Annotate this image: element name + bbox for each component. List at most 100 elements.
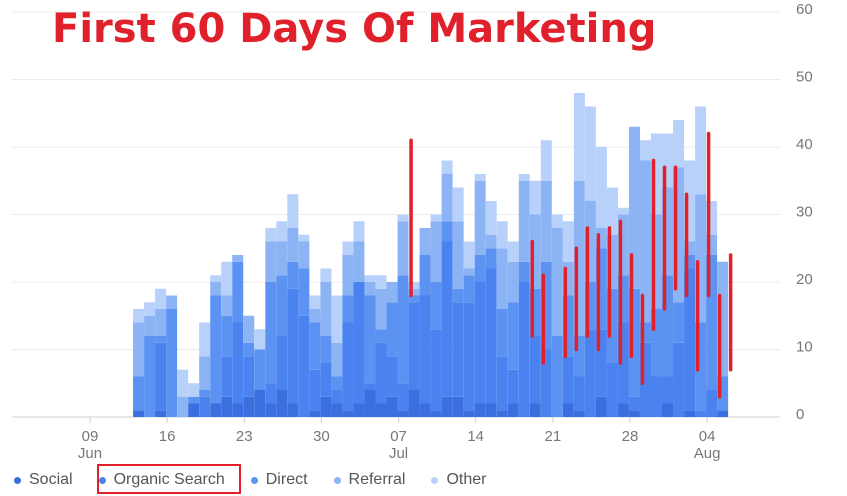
legend-item-social[interactable]: Social (14, 471, 73, 489)
bar-segment-other (573, 93, 585, 181)
bar-segment-direct (221, 315, 233, 357)
bar-segment-referral (265, 241, 277, 282)
legend-item-direct[interactable]: Direct (250, 471, 308, 489)
bar-segment-organic-search (529, 336, 541, 404)
bar-segment-other (651, 133, 662, 215)
bar-segment-other (529, 180, 541, 215)
bar-segment-referral (463, 268, 475, 276)
bar-segment-referral (353, 241, 365, 282)
bar-segment-direct (309, 322, 321, 370)
bar-segment-other (617, 207, 629, 215)
bar-segment-organic-search (573, 376, 585, 411)
bar-segment-other (331, 295, 343, 343)
bar-segment-referral (287, 228, 299, 262)
bar-segment-referral (562, 261, 574, 296)
bar-segment-social (430, 410, 442, 417)
bar-segment-referral (540, 180, 552, 262)
chart-title: First 60 Days Of Marketing (52, 6, 657, 52)
bar-segment-referral (695, 194, 707, 323)
bar-segment-direct (606, 288, 618, 363)
y-tick-label: 40 (796, 136, 813, 153)
x-tick-label: 07 (390, 428, 407, 445)
bar-segment-other (474, 174, 486, 181)
bar-segment-organic-search (684, 268, 696, 411)
bar-segment-organic-search (639, 342, 651, 417)
bar-segment-social (684, 410, 696, 417)
bar-segment-referral (430, 221, 442, 282)
legend-label: Direct (265, 471, 308, 488)
bar-segment-referral (452, 221, 464, 289)
bar-segment-organic-search (331, 390, 343, 404)
bar-segment-direct (452, 288, 464, 303)
legend-label: Social (29, 471, 73, 488)
bar-segment-other (684, 160, 696, 242)
bar-segment-other (320, 268, 332, 282)
bar-segment-other (408, 282, 420, 289)
bar-segment-direct (265, 282, 277, 384)
bar-segment-referral (573, 180, 585, 336)
legend-item-referral[interactable]: Referral (333, 471, 405, 489)
bar-segment-organic-search (496, 356, 508, 411)
bar-segment-social (595, 396, 607, 417)
bar-segment-referral (177, 396, 189, 417)
bar-segment-other (595, 147, 607, 228)
bar-segment-social (353, 403, 365, 417)
bar-segment-other (199, 322, 211, 357)
bars (133, 93, 729, 417)
bar-segment-direct (695, 322, 707, 411)
organic-search-dot-icon (98, 476, 106, 484)
bar-segment-direct (430, 282, 442, 330)
bar-segment-direct (540, 261, 552, 350)
bar-segment-social (386, 396, 398, 417)
bar-segment-direct (573, 336, 585, 377)
bar-segment-referral (529, 214, 541, 289)
bar-segment-other (606, 187, 618, 235)
bar-segment-social (562, 403, 574, 417)
legend-item-organic-search[interactable]: Organic Search (98, 471, 225, 489)
bar-segment-other (309, 295, 321, 309)
x-tick-sublabel: Aug (694, 445, 721, 462)
bar-segment-referral (684, 241, 696, 255)
bar-segment-organic-search (353, 282, 365, 404)
bar-segment-organic-search (430, 329, 442, 411)
bar-segment-other (276, 221, 288, 242)
x-tick-label: 30 (313, 428, 330, 445)
bar-segment-organic-search (298, 315, 310, 417)
bar-segment-organic-search (419, 295, 431, 404)
bar-segment-referral (518, 180, 530, 262)
bar-segment-other (673, 120, 685, 168)
y-tick-label: 50 (796, 68, 813, 85)
legend-item-other[interactable]: Other (431, 471, 486, 489)
bar-segment-referral (651, 214, 662, 309)
bar-segment-organic-search (540, 349, 552, 417)
x-tick-label: 04 (699, 428, 716, 445)
bar-segment-other (298, 234, 310, 242)
bar-segment-direct (595, 248, 607, 330)
bar-segment-referral (144, 315, 156, 336)
bar-segment-other (254, 329, 266, 350)
bar-segment-other (188, 383, 200, 397)
bar-segment-direct (673, 302, 685, 343)
bar-segment-organic-search (199, 396, 211, 417)
bar-segment-referral (221, 295, 233, 316)
bar-segment-referral (199, 356, 211, 390)
bar-segment-organic-search (287, 288, 299, 404)
bar-segment-other (155, 288, 167, 309)
bar-segment-other (463, 241, 475, 269)
bar-segment-social (507, 403, 519, 417)
x-tick-sublabel: Jul (389, 445, 408, 462)
bar-segment-direct (419, 255, 431, 296)
bar-segment-direct (617, 275, 629, 323)
bar-segment-organic-search (265, 383, 277, 404)
bar-segment-organic-search (651, 376, 662, 417)
bar-segment-social (397, 410, 409, 417)
bar-segment-direct (375, 329, 387, 343)
bar-segment-other (375, 275, 387, 289)
bar-segment-referral (639, 160, 651, 323)
bar-segment-direct (529, 288, 541, 336)
bar-segment-direct (584, 282, 596, 330)
bar-segment-social (133, 410, 145, 417)
bar-segment-social (452, 396, 464, 417)
bar-segment-social (342, 410, 354, 417)
bar-segment-referral (628, 126, 640, 289)
